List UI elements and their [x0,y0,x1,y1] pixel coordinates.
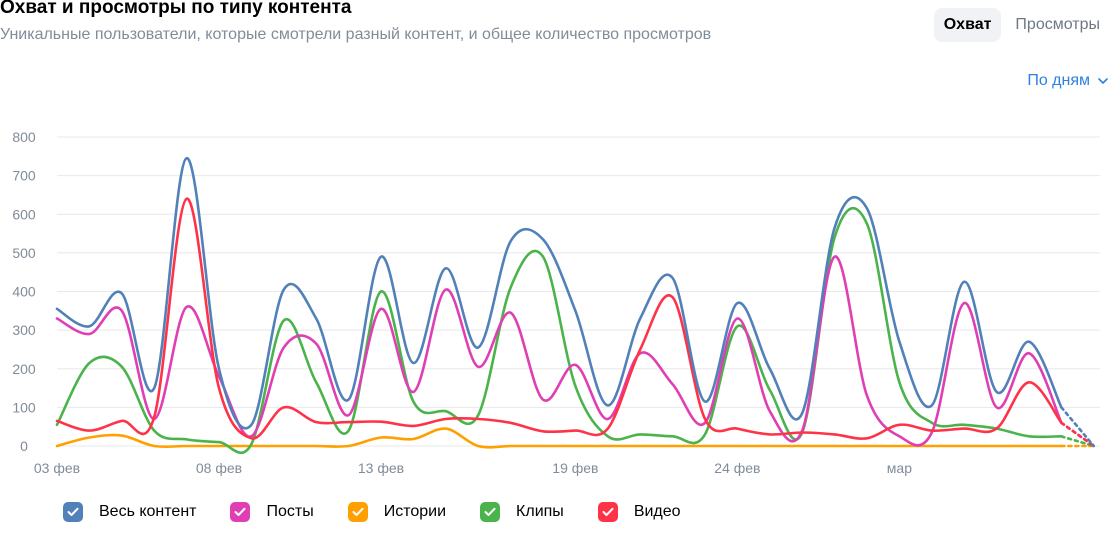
series-projection-all [1060,406,1096,448]
legend-label-all: Весь контент [99,503,197,520]
y-tick-label: 700 [12,168,36,184]
x-tick-label: 24 фев [714,460,760,476]
checkbox-checked-icon[interactable] [63,502,83,522]
series-projection-clips [1060,435,1096,448]
metric-switch: Охват Просмотры [933,8,1110,42]
tab-views[interactable]: Просмотры [1015,16,1100,33]
y-tick-label: 300 [12,322,36,338]
x-tick-label: 03 фев [34,460,80,476]
y-tick-label: 600 [12,206,36,222]
checkbox-checked-icon[interactable] [480,502,501,522]
legend-label-posts: Посты [266,503,314,520]
legend-item-video[interactable]: Видео [597,502,681,522]
checkbox-checked-icon[interactable] [597,502,618,522]
series-line-stories [55,427,1063,449]
y-tick-label: 0 [20,438,28,454]
legend-label-clips: Клипы [516,503,564,520]
checkbox-checked-icon[interactable] [230,502,251,522]
series-line-all [55,156,1063,430]
page-title: Охват и просмотры по типу контента [0,0,352,18]
x-tick-label: мар [887,460,912,476]
chevron-down-icon [1098,78,1108,84]
legend-item-stories[interactable]: Истории [347,502,447,522]
legend-item-all[interactable]: Весь контент [63,502,196,522]
chart-legend: Весь контент Посты Истории Клипы Видео [63,502,715,522]
y-tick-label: 800 [12,129,36,145]
tab-reach[interactable]: Охват [933,8,1002,42]
series-line-video [55,197,1063,440]
legend-label-stories: Истории [383,503,447,520]
page-subtitle: Уникальные пользователи, которые смотрел… [0,26,712,43]
period-dropdown-label: По дням [1027,72,1090,89]
series-projection-video [1060,421,1096,448]
series-line-clips [55,206,1063,454]
legend-item-clips[interactable]: Клипы [480,502,564,522]
checkbox-checked-icon[interactable] [347,502,368,522]
x-tick-label: 08 фев [196,460,242,476]
y-tick-label: 500 [12,245,36,261]
x-tick-label: 13 фев [358,460,404,476]
y-tick-label: 200 [12,361,36,377]
y-tick-label: 400 [12,284,36,300]
legend-label-video: Видео [633,503,681,520]
legend-item-posts[interactable]: Посты [230,502,314,522]
y-tick-label: 100 [12,399,36,415]
x-tick-label: 19 фев [552,460,598,476]
period-dropdown[interactable]: По дням [1027,72,1108,90]
